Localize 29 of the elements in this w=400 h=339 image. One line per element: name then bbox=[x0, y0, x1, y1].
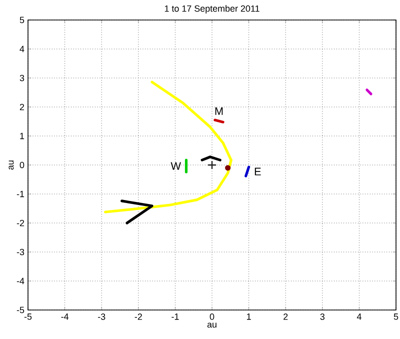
y-tick-label: 0 bbox=[20, 162, 24, 168]
y-axis-title: au bbox=[8, 160, 14, 170]
x-tick-label: -3 bbox=[98, 314, 106, 320]
y-tick-label: -4 bbox=[16, 278, 24, 284]
y-tick-label: -1 bbox=[16, 190, 24, 198]
y-tick-label: 2 bbox=[20, 104, 24, 110]
y-tick-label: 4 bbox=[20, 46, 24, 52]
x-tick-label: 5 bbox=[394, 314, 398, 320]
x-axis-title: au bbox=[207, 322, 216, 328]
y-tick-label: 1 bbox=[20, 132, 24, 140]
x-tick-label: 4 bbox=[356, 314, 362, 320]
series-label: W bbox=[170, 162, 181, 170]
series-label: M bbox=[215, 107, 223, 115]
x-tick-label: -5 bbox=[24, 314, 32, 320]
chart-title: 1 to 17 September 2011 bbox=[164, 5, 260, 14]
line-series bbox=[104, 80, 232, 214]
x-tick-label: 1 bbox=[247, 314, 251, 320]
x-tick-label: 3 bbox=[320, 314, 325, 320]
y-tick-label: -5 bbox=[16, 306, 24, 314]
y-tick-label: 3 bbox=[20, 74, 24, 82]
x-tick-label: 0 bbox=[210, 314, 214, 320]
series-label: E bbox=[254, 168, 261, 176]
x-tick-label: -2 bbox=[134, 314, 142, 320]
y-tick-label: -3 bbox=[16, 248, 24, 256]
x-tick-label: -4 bbox=[61, 314, 69, 320]
x-tick-label: -1 bbox=[172, 314, 179, 320]
x-tick-label: 2 bbox=[284, 314, 288, 320]
y-tick-label: -2 bbox=[16, 220, 24, 226]
y-tick-label: 5 bbox=[20, 16, 24, 24]
